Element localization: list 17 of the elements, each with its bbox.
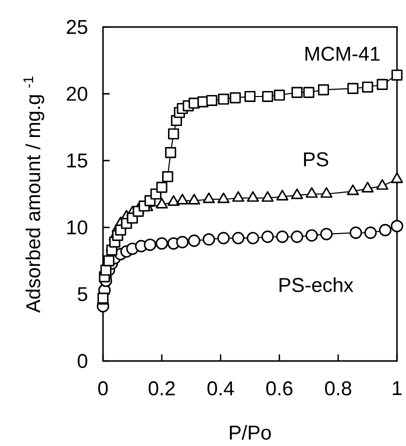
y-tick-label: 25 [66,20,88,34]
y-tick-label: 15 [67,154,88,168]
x-tick-label: 0.4 [207,381,234,396]
series-label: PS-echx [280,277,354,292]
y-tick-label: 10 [67,220,88,234]
y-tick-label: 0 [78,354,88,368]
x-tick-label: 0.6 [266,381,292,396]
y-axis-title: Adsorbed amount / mg.g $^{-1}$ [23,76,44,313]
x-tick-label: 0 [98,381,108,396]
y-tick-label: 5 [78,287,88,302]
x-axis-title: P/Po [230,425,271,440]
x-tick-label: 0.2 [148,381,175,396]
series-label: MCM-41 [306,46,380,61]
series-label: PS [304,152,328,166]
y-tick-label: 20 [66,86,88,101]
x-tick-label: 1 [392,381,402,396]
x-tick-label: 0.8 [325,381,352,396]
